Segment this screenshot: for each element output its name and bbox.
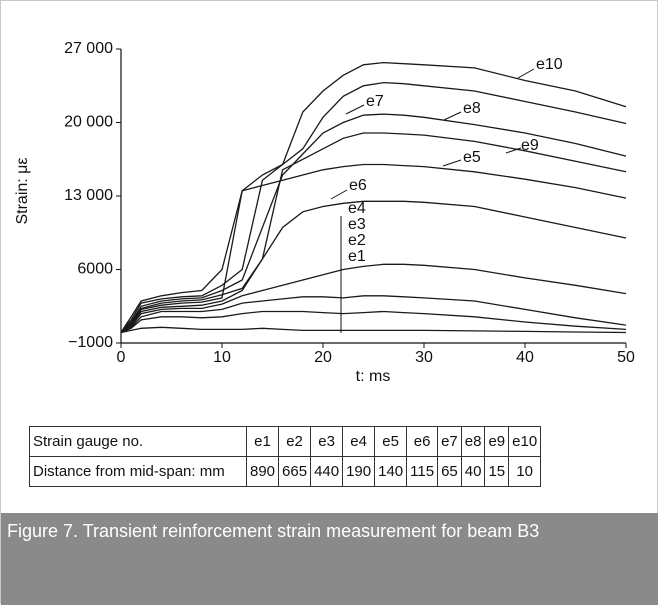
y-tick-label: 27 000: [64, 40, 113, 57]
label-leader: [442, 159, 462, 167]
series-label: e9: [521, 137, 539, 154]
x-tick-label: 50: [617, 349, 635, 366]
table-cell: 190: [342, 456, 376, 487]
x-tick-label: 20: [314, 349, 332, 366]
label-leader: [443, 111, 462, 121]
x-tick-label: 0: [117, 349, 126, 366]
x-tick-label: 30: [415, 349, 433, 366]
table-data-row: Distance from mid-span: mm 890 665 440 190 14…: [29, 456, 542, 487]
series-label: e7: [366, 93, 384, 110]
y-tick-label: 20 000: [64, 114, 113, 131]
series-label: e10: [536, 56, 563, 73]
table-header-row: Strain gauge no. e1 e2 e3 e4 e5 e6 e7 e8 e9 e10: [29, 426, 542, 457]
y-tick-label: −1000: [68, 334, 113, 351]
table-cell: e8: [460, 426, 486, 457]
label-leader: [330, 189, 348, 200]
table-cell: 10: [508, 456, 542, 487]
series-label: e8: [463, 100, 481, 117]
table-cell: Distance from mid-span: mm: [29, 456, 247, 487]
series-label: e3: [348, 216, 366, 233]
table-cell: 40: [460, 456, 486, 487]
table-cell: 115: [406, 456, 439, 487]
table-cell: e6: [406, 426, 439, 457]
series-line: [120, 113, 627, 333]
x-tick-label: 40: [516, 349, 534, 366]
table-cell: e7: [437, 426, 462, 457]
series-label: e1: [348, 248, 366, 265]
table-cell: 140: [374, 456, 408, 487]
label-leader: [345, 104, 365, 115]
table-cell: 15: [484, 456, 510, 487]
x-axis-label: t: ms: [356, 368, 391, 385]
series-label: e2: [348, 232, 366, 249]
figure-caption: Figure 7. Transient reinforcement strain…: [1, 513, 658, 605]
series-line: [120, 326, 627, 334]
series-line: [120, 200, 627, 334]
gauge-table: Strain gauge no. e1 e2 e3 e4 e5 e6 e7 e8 e9 e10 Di…: [29, 426, 542, 487]
series-line: [120, 61, 627, 333]
table-cell: e1: [245, 426, 280, 457]
table-cell: e4: [342, 426, 376, 457]
series-line: [120, 263, 627, 334]
series-label: e5: [463, 149, 481, 166]
series-line: [120, 163, 627, 333]
table-cell: e2: [278, 426, 312, 457]
label-leader: [505, 147, 522, 154]
series-label: e4: [348, 200, 366, 217]
y-tick-label: 13 000: [64, 187, 113, 204]
y-axis-label: Strain: με: [14, 157, 31, 224]
table-cell: 890: [245, 456, 280, 487]
series-line: [120, 295, 627, 334]
series-label: e6: [349, 177, 367, 194]
series-line: [120, 132, 627, 333]
table-cell: e3: [310, 426, 344, 457]
table-cell: e10: [508, 426, 542, 457]
x-tick-label: 10: [213, 349, 231, 366]
label-leader: [517, 68, 535, 79]
series-line: [120, 81, 627, 333]
table-cell: 65: [437, 456, 462, 487]
table-cell: Strain gauge no.: [29, 426, 247, 457]
y-tick-label: 6000: [77, 261, 113, 278]
series-line: [120, 310, 627, 334]
table-cell: 440: [310, 456, 344, 487]
table-cell: e9: [484, 426, 510, 457]
table-cell: 665: [278, 456, 312, 487]
chart: Strain: με t: ms −1000 6000 13 000 20 000 27…: [14, 40, 635, 385]
table-cell: e5: [374, 426, 408, 457]
